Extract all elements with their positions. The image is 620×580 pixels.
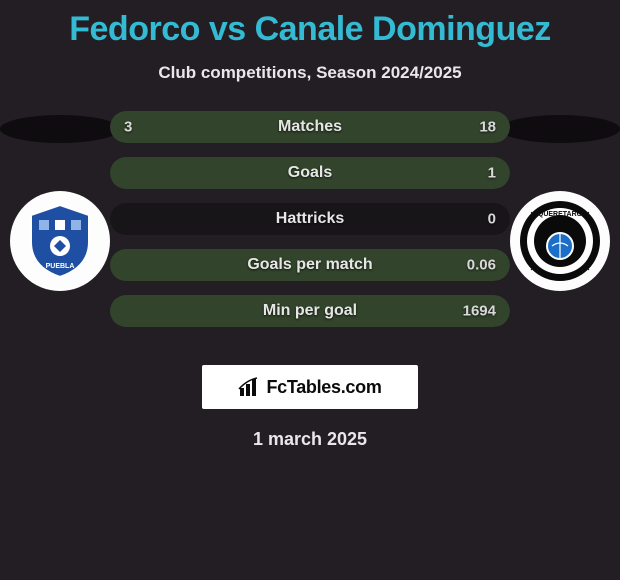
stat-label: Goals — [288, 164, 332, 182]
svg-text:QUERETARO: QUERETARO — [538, 211, 583, 218]
stat-bar: 1694 Min per goal — [110, 295, 510, 327]
stat-bar: 0 Hattricks — [110, 203, 510, 235]
stat-value-right: 0 — [488, 211, 496, 228]
shadow-ellipse — [500, 115, 620, 143]
stat-label: Goals per match — [247, 256, 372, 274]
svg-text:PUEBLA: PUEBLA — [46, 263, 75, 270]
subtitle: Club competitions, Season 2024/2025 — [0, 63, 620, 83]
comparison-panel: PUEBLA QUERETARO — [0, 111, 620, 361]
shadow-ellipse — [0, 115, 120, 143]
team-right: QUERETARO — [500, 111, 620, 291]
team-left: PUEBLA — [0, 111, 120, 291]
stat-label: Hattricks — [276, 210, 344, 228]
crest-icon: PUEBLA — [21, 202, 99, 280]
stat-bar: 3 18 Matches — [110, 111, 510, 143]
stat-value-right: 1 — [488, 165, 496, 182]
stat-value-left: 3 — [124, 119, 132, 136]
page-title: Fedorco vs Canale Dominguez — [0, 0, 620, 49]
comparison-date: 1 march 2025 — [0, 429, 620, 450]
stat-label: Min per goal — [263, 302, 357, 320]
stat-label: Matches — [278, 118, 342, 136]
brand-label: FcTables.com — [266, 377, 381, 398]
team-right-badge: QUERETARO — [510, 191, 610, 291]
stat-value-right: 0.06 — [467, 257, 496, 274]
stat-value-right: 1694 — [463, 303, 496, 320]
stat-bar: 1 Goals — [110, 157, 510, 189]
crest-icon: QUERETARO — [517, 198, 603, 284]
bar-fill-left — [110, 111, 166, 143]
team-left-badge: PUEBLA — [10, 191, 110, 291]
stat-bar: 0.06 Goals per match — [110, 249, 510, 281]
bar-chart-icon — [238, 376, 260, 398]
stat-value-right: 18 — [479, 119, 496, 136]
brand-box[interactable]: FcTables.com — [202, 365, 418, 409]
stat-bars: 3 18 Matches 1 Goals 0 Hattricks 0.06 Goals per … — [110, 111, 510, 341]
